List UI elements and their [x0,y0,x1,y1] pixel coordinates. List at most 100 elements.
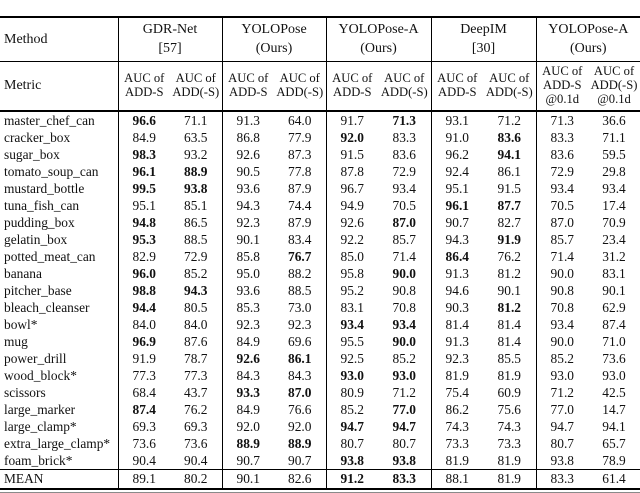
metric-value: 91.3 [221,111,274,129]
object-name: extra_large_clamp* [4,435,111,451]
metric-value: 75.6 [497,401,521,417]
metric-value: 90.1 [221,469,274,490]
table-row: scissors 68.4 43.7 93.3 87.0 80.9 71.2 75.4 60.9… [0,384,640,401]
metric-value: 95.3 [117,231,170,248]
metric-value: 96.2 [430,146,484,163]
metric-value: 90.4 [184,452,208,468]
metric-value: 77.0 [392,401,416,417]
metric-value: 91.2 [325,469,378,490]
metric-header: AUC of ADD(-S) [274,61,326,112]
metric-value: 94.8 [117,214,170,231]
metric-value: 85.2 [184,265,208,281]
metric-value: 83.3 [535,469,589,490]
metric-value: 74.3 [430,418,484,435]
metric-value: 81.4 [497,316,521,332]
metric-value: 83.3 [378,469,432,490]
metric-value: 81.9 [483,469,537,490]
metric-value: 70.5 [392,197,416,213]
metric-value: 81.2 [497,265,521,281]
metric-value: 98.3 [117,146,170,163]
method-group-header: GDR-Net [57] [117,17,222,62]
table-row: wood_block* 77.3 77.3 84.3 84.3 93.0 93.0 81.9 8… [0,367,640,384]
metric-value: 92.3 [221,316,274,333]
metric-value: 94.3 [430,231,484,248]
table-row: pudding_box 94.8 86.5 92.3 87.9 92.6 87.0 90.7 8… [0,214,640,231]
metric-value: 85.7 [535,231,589,248]
metric-value: 93.2 [184,146,208,162]
metric-value: 23.4 [602,231,626,247]
metric-value: 95.1 [117,197,170,214]
metric-value: 83.1 [602,265,626,281]
metric-value: 72.9 [184,248,208,264]
metric-value: 82.9 [117,248,170,265]
metric-value: 94.1 [497,146,521,162]
metric-value: 71.2 [392,384,416,400]
method-name: GDR-Net [142,22,198,38]
metric-header: AUC of ADD-S [117,61,170,112]
metric-value: 83.6 [497,129,521,145]
metric-value: 91.0 [430,129,484,146]
metric-value: 85.2 [535,350,589,367]
metric-value: 92.0 [325,129,378,146]
metric-value: 81.4 [497,333,521,349]
metric-value: 80.5 [184,299,208,315]
metric-value: 74.4 [288,197,312,213]
method-name: DeepIM [460,22,507,38]
metric-value: 87.9 [288,214,312,230]
object-name: sugar_box [4,146,60,162]
object-name: MEAN [0,469,118,490]
method-ref: [30] [471,40,496,56]
metric-value: 96.9 [117,333,170,350]
metric-value: 70.8 [535,299,589,316]
metric-value: 76.7 [288,248,312,264]
metric-value: 94.6 [430,282,484,299]
object-name: wood_block* [4,367,77,383]
metric-value: 70.5 [535,197,589,214]
metric-value: 91.9 [497,231,521,247]
metric-value: 86.1 [497,163,521,179]
metric-value: 84.9 [221,401,274,418]
table-row: large_clamp* 69.3 69.3 92.0 92.0 94.7 94.7 74.3… [0,418,640,435]
table-row: sugar_box 98.3 93.2 92.6 87.3 91.5 83.6 96.2 94.… [0,146,640,163]
metric-value: 92.5 [325,350,378,367]
metric-value: 74.3 [497,418,521,434]
table-row: mug 96.9 87.6 84.9 69.6 95.5 90.0 91.3 81.4 90.0 7… [0,333,640,350]
metric-value: 92.2 [325,231,378,248]
metric-value: 94.4 [117,299,170,316]
metric-value: 93.0 [602,367,626,383]
metric-value: 91.9 [117,350,170,367]
metric-value: 90.1 [602,282,626,298]
metric-value: 83.6 [392,146,416,162]
metric-value: 72.9 [535,163,589,180]
object-name: foam_brick* [4,452,73,468]
metric-value: 94.7 [392,418,416,434]
metric-header: AUC of ADD(-S) [483,61,537,112]
metric-value: 93.4 [535,316,589,333]
metric-value: 95.2 [325,282,378,299]
metric-value: 85.5 [497,350,521,366]
method-ref: (Ours) [570,40,607,56]
table-row: gelatin_box 95.3 88.5 90.1 83.4 92.2 85.7 94.3 9… [0,231,640,248]
metric-value: 88.5 [184,231,208,247]
metric-value: 95.0 [221,265,274,282]
metric-value: 90.7 [430,214,484,231]
method-group-header: YOLOPose (Ours) [221,17,326,62]
metric-value: 83.3 [392,129,416,145]
metric-value: 90.5 [221,163,274,180]
metric-value: 93.3 [221,384,274,401]
metric-value: 90.1 [497,282,521,298]
table-row: foam_brick* 90.4 90.4 90.7 90.7 93.8 93.8 81.9 8… [0,452,640,470]
object-name: scissors [4,384,46,400]
metric-value: 87.9 [288,180,312,196]
object-name: master_chef_can [4,112,95,128]
metric-value: 90.0 [392,265,416,281]
metric-value: 29.8 [602,163,626,179]
metric-value: 93.4 [325,316,378,333]
metric-value: 91.5 [497,180,521,196]
object-name: large_clamp* [4,418,77,434]
metric-value: 73.3 [497,435,521,451]
metric-value: 87.7 [497,197,521,213]
metric-value: 93.4 [602,180,626,196]
metric-value: 94.1 [602,418,626,434]
object-name: cracker_box [4,129,71,145]
